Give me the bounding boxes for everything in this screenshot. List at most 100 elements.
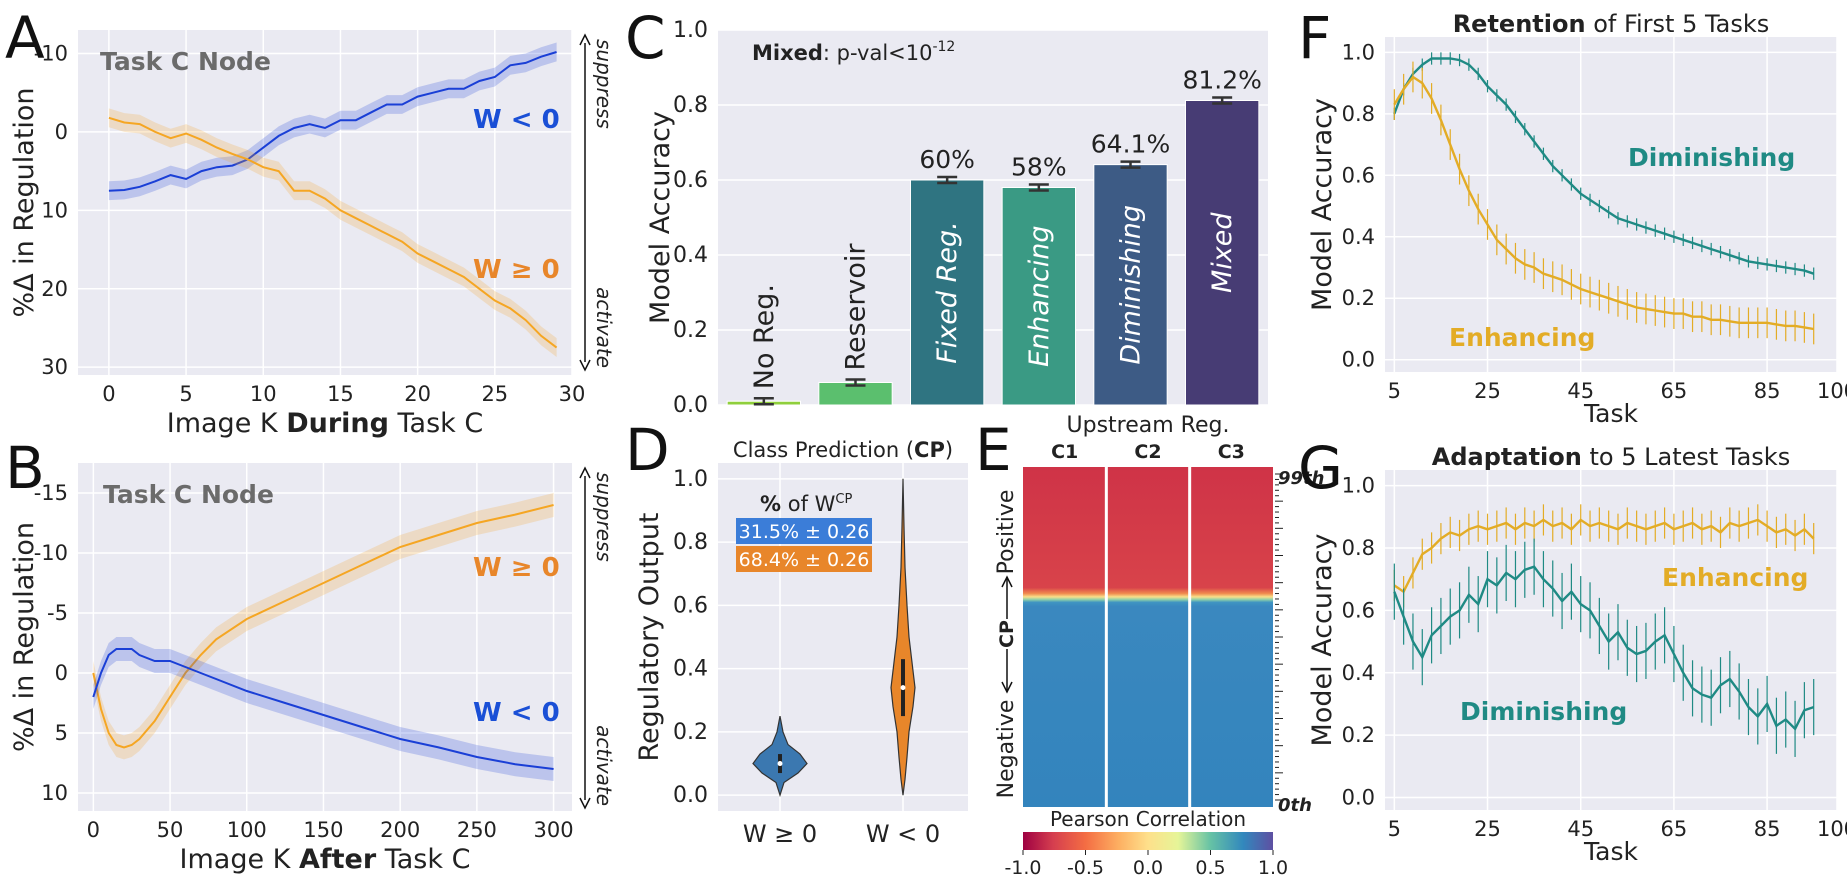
panel-letter: F xyxy=(1298,4,1331,72)
x-tick-label: 25 xyxy=(1474,817,1501,841)
plot-background xyxy=(1385,37,1837,372)
panel-letter: A xyxy=(5,4,45,72)
bar-value-label: 81.2% xyxy=(1182,66,1261,95)
arrow-head-down xyxy=(1001,681,1013,694)
y-tick-label: 0.0 xyxy=(1342,786,1375,810)
x-tick-label: 250 xyxy=(457,818,497,842)
legend-diminishing: Diminishing xyxy=(1460,697,1627,726)
series-band xyxy=(93,493,554,760)
y-tick-label: 0.8 xyxy=(673,93,708,118)
negative-label: Negative xyxy=(994,700,1019,799)
panel-letter: G xyxy=(1298,434,1343,502)
panel-g: 0.0 0.2 0.4 0.6 0.8 1.0 5 25 45 65 85 100 Enhancing D… xyxy=(1307,443,1847,866)
legend-entry: 68.4% ± 0.26 xyxy=(739,549,870,571)
y-tick-label: 10 xyxy=(41,781,68,805)
colorbar-label: Pearson Correlation xyxy=(1050,807,1246,831)
legend-title: % of WCP xyxy=(760,492,852,516)
y-tick-label: 0.4 xyxy=(673,657,708,682)
series-line-enhancing xyxy=(1393,75,1814,331)
plot-background xyxy=(718,463,968,811)
x-tick-label: 30 xyxy=(559,382,586,406)
node-annotation: Task C Node xyxy=(100,47,271,76)
x-tick-label: 0 xyxy=(87,818,100,842)
y-tick-label: 0.4 xyxy=(1342,225,1375,249)
activate-label: activate xyxy=(592,287,616,368)
panel-f: 0.0 0.2 0.4 0.6 0.8 1.0 5 25 45 65 85 100 Diminishin… xyxy=(1307,10,1847,428)
y-tick-label: -15 xyxy=(34,481,68,505)
x-tick-label: 150 xyxy=(303,818,343,842)
significance-annotation: Mixed: p-val<10-12 xyxy=(752,39,955,65)
panel-letter: D xyxy=(625,416,670,484)
y-tick-label: 0.0 xyxy=(673,783,708,808)
x-tick-label: W < 0 xyxy=(866,820,940,848)
y-tick-label: 0.2 xyxy=(1342,723,1375,747)
y-tick-label: 0.4 xyxy=(1342,661,1375,685)
legend-entry: 31.5% ± 0.26 xyxy=(739,521,870,543)
x-axis-label: Image K During Task C xyxy=(167,408,484,439)
bar xyxy=(1093,164,1168,406)
x-tick-label: 65 xyxy=(1661,379,1688,403)
x-tick-label: 0 xyxy=(102,382,115,406)
x-tick-label: 25 xyxy=(481,382,508,406)
y-tick-label: 0.6 xyxy=(1342,598,1375,622)
bar-category-label: Reservoir xyxy=(841,243,872,371)
percentile-top-label: 99th xyxy=(1278,468,1324,489)
panel-title: Retention of First 5 Tasks xyxy=(1453,10,1770,38)
legend-diminishing: Diminishing xyxy=(1628,143,1795,172)
bar xyxy=(1001,187,1077,406)
panel-title: Class Prediction (CP) xyxy=(733,438,953,462)
y-tick-label: 0.6 xyxy=(1342,163,1375,187)
x-tick-label: 300 xyxy=(534,818,574,842)
x-tick-label: 100 xyxy=(1817,817,1847,841)
series-line-w-neg xyxy=(92,648,554,770)
bar-value-label: 64.1% xyxy=(1091,130,1170,159)
arrow-head-down xyxy=(579,359,591,372)
x-tick-label: 45 xyxy=(1567,817,1594,841)
cp-label: CP xyxy=(996,620,1018,648)
x-tick-label: W ≥ 0 xyxy=(743,820,817,848)
heatmap-column xyxy=(1189,467,1273,807)
y-tick-label: 0.2 xyxy=(673,318,708,343)
y-tick-label: 0.8 xyxy=(673,530,708,555)
x-tick-label: 25 xyxy=(1474,379,1501,403)
legend-swatch xyxy=(736,546,872,572)
y-tick-label: 0.8 xyxy=(1342,102,1375,126)
column-label: C1 xyxy=(1051,441,1078,463)
series-line-enhancing xyxy=(1393,518,1815,594)
node-annotation: Task C Node xyxy=(103,480,274,509)
bar-value-label: 60% xyxy=(919,145,975,174)
y-tick-label: 5 xyxy=(55,721,68,745)
panel-title: Adaptation to 5 Latest Tasks xyxy=(1432,443,1790,471)
bar xyxy=(910,179,985,406)
colorbar xyxy=(1023,832,1273,850)
arrow-head-up xyxy=(579,466,591,479)
colorbar-tick-label: 1.0 xyxy=(1258,857,1288,879)
panel-d: 0.0 0.2 0.4 0.6 0.8 1.0 W ≥ 0 W < 0 Class Predic… xyxy=(634,438,968,848)
y-tick-label: 0.4 xyxy=(673,243,708,268)
y-tick-label: 1.0 xyxy=(673,18,708,43)
bar-category-label: Diminishing xyxy=(1116,205,1147,365)
legend-enhancing: Enhancing xyxy=(1449,323,1595,352)
heatmap-column xyxy=(1106,467,1190,807)
panel-letter: C xyxy=(625,4,666,72)
colorbar-tick-label: -1.0 xyxy=(1004,857,1041,879)
series-line-w-neg xyxy=(108,51,557,192)
bar-category-label: No Reg. xyxy=(749,284,780,389)
y-axis-label: %Δ in Regulation xyxy=(9,87,40,317)
y-tick-label: 1.0 xyxy=(1342,40,1375,64)
arrow-head-up xyxy=(1001,575,1013,588)
y-tick-label: 0 xyxy=(55,661,68,685)
legend-w-pos: W ≥ 0 xyxy=(473,553,560,583)
y-tick-label: 10 xyxy=(41,198,68,222)
y-axis-label: Model Accuracy xyxy=(1307,534,1338,747)
y-tick-label: 0.2 xyxy=(673,720,708,745)
legend-w-pos: W ≥ 0 xyxy=(473,255,560,285)
x-tick-label: 15 xyxy=(327,382,354,406)
y-axis-label: Model Accuracy xyxy=(1307,98,1338,311)
x-tick-label: 5 xyxy=(1388,817,1401,841)
x-axis-label: Image K After Task C xyxy=(180,844,471,875)
percentile-bottom-label: 0th xyxy=(1278,795,1312,816)
y-tick-label: 0.0 xyxy=(673,393,708,418)
